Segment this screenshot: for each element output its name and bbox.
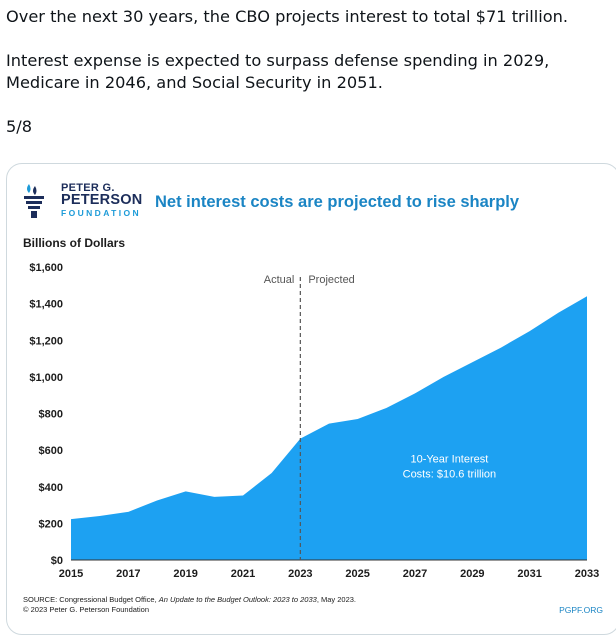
y-tick-label: $0 — [51, 555, 63, 567]
y-tick-label: $1,000 — [29, 372, 63, 384]
y-tick-label: $600 — [39, 445, 63, 457]
chart-plot: $0 $200 $400 $600 $800 $1,000 $1,200 $1,400 $1,6… — [7, 164, 616, 594]
x-tick-label: 2033 — [575, 568, 599, 580]
x-tick-label: 2029 — [460, 568, 484, 580]
source-note: SOURCE: Congressional Budget Office, An … — [23, 595, 356, 604]
chart-image-card[interactable]: PETER G. PETERSON FOUNDATION Net interes… — [6, 163, 616, 635]
y-tick-label: $800 — [39, 409, 63, 421]
tweet-line-2: Interest expense is expected to surpass … — [6, 50, 606, 72]
tweet-line-1: Over the next 30 years, the CBO projects… — [6, 6, 606, 28]
x-tick-label: 2023 — [288, 568, 312, 580]
x-tick-label: 2017 — [116, 568, 140, 580]
interest-area — [71, 296, 587, 560]
x-tick-label: 2015 — [59, 568, 83, 580]
site-url: PGPF.ORG — [559, 605, 603, 615]
y-tick-label: $1,400 — [29, 299, 63, 311]
x-tick-label: 2021 — [231, 568, 255, 580]
x-tick-label: 2019 — [173, 568, 197, 580]
source-suffix: , May 2023. — [317, 595, 356, 604]
copyright-note: © 2023 Peter G. Peterson Foundation — [23, 605, 149, 614]
annotation-line1: 10-Year Interest — [410, 453, 488, 465]
source-prefix: SOURCE: Congressional Budget Office, — [23, 595, 159, 604]
y-tick-label: $200 — [39, 518, 63, 530]
tweet-line-3: Medicare in 2046, and Social Security in… — [6, 72, 606, 94]
y-tick-label: $400 — [39, 482, 63, 494]
projected-label: Projected — [308, 274, 354, 286]
actual-label: Actual — [264, 274, 295, 286]
source-title: An Update to the Budget Outlook: 2023 to… — [159, 595, 317, 604]
x-tick-label: 2027 — [403, 568, 427, 580]
page-counter: 5/8 — [6, 116, 606, 138]
tweet-text: Over the next 30 years, the CBO projects… — [6, 6, 606, 138]
annotation-line2: Costs: $10.6 trillion — [403, 468, 497, 480]
y-tick-label: $1,600 — [29, 262, 63, 274]
x-tick-label: 2031 — [517, 568, 541, 580]
x-tick-label: 2025 — [345, 568, 369, 580]
y-tick-label: $1,200 — [29, 335, 63, 347]
